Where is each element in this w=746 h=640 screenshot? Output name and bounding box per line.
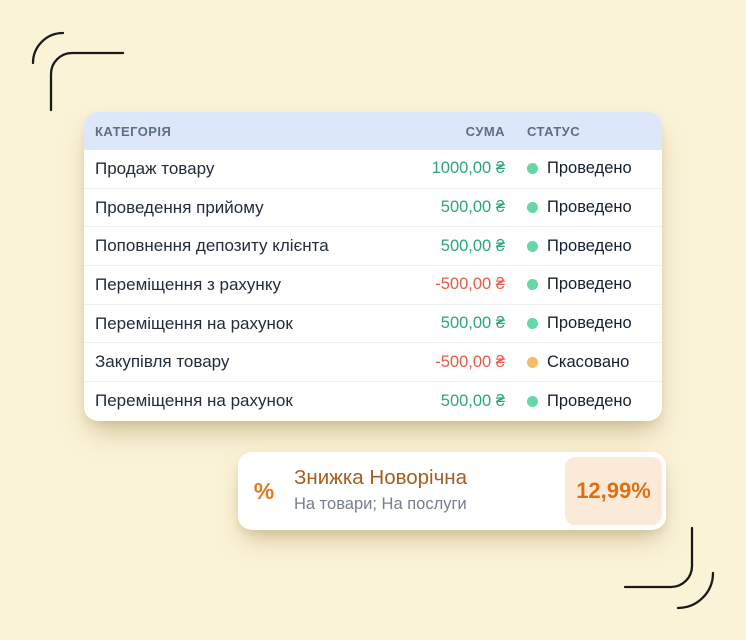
- table-row[interactable]: Переміщення з рахунку -500,00 ₴ Проведен…: [84, 266, 662, 305]
- amount-cell: -500,00 ₴: [435, 352, 505, 371]
- amount-cell: 500,00 ₴: [440, 236, 505, 255]
- discount-card[interactable]: % Знижка Новорічна На товари; На послуги…: [238, 452, 666, 530]
- category-cell: Поповнення депозиту клієнта: [95, 236, 329, 256]
- discount-title: Знижка Новорічна: [294, 466, 468, 489]
- status-dot-icon: [527, 163, 538, 175]
- table-header-row: КАТЕГОРІЯ СУМА СТАТУС: [84, 112, 662, 150]
- amount-cell: -500,00 ₴: [435, 275, 505, 294]
- status-badge: Проведено: [547, 198, 632, 217]
- status-badge: Проведено: [547, 159, 632, 178]
- category-cell: Закупівля товару: [95, 352, 230, 372]
- status-dot-icon: [527, 279, 538, 291]
- transactions-table: КАТЕГОРІЯ СУМА СТАТУС Продаж товару 1000…: [84, 112, 662, 421]
- category-cell: Переміщення на рахунок: [95, 313, 293, 333]
- status-badge: Проведено: [547, 236, 632, 255]
- status-badge: Проведено: [547, 391, 632, 410]
- status-badge: Проведено: [547, 275, 632, 294]
- arc-top-left-large: [49, 51, 125, 112]
- percent-icon: %: [253, 477, 275, 504]
- table-body: Продаж товару 1000,00 ₴ Проведено Провед…: [84, 150, 662, 421]
- status-badge: Проведено: [547, 314, 632, 333]
- discount-subtitle: На товари; На послуги: [294, 495, 467, 513]
- status-dot-icon: [527, 202, 538, 214]
- column-header-sum: СУМА: [465, 123, 505, 139]
- arc-bottom-right-small: [676, 571, 715, 610]
- table-row[interactable]: Проведення прийому 500,00 ₴ Проведено: [84, 189, 662, 228]
- category-cell: Проведення прийому: [95, 197, 264, 217]
- amount-cell: 1000,00 ₴: [431, 159, 505, 178]
- discount-value-panel: 12,99%: [565, 457, 662, 525]
- amount-cell: 500,00 ₴: [440, 314, 505, 333]
- status-badge: Скасовано: [547, 352, 630, 371]
- column-header-category: КАТЕГОРІЯ: [95, 123, 172, 139]
- table-row[interactable]: Закупівля товару -500,00 ₴ Скасовано: [84, 343, 662, 383]
- status-dot-icon: [527, 240, 538, 252]
- status-dot-icon: [527, 356, 538, 368]
- amount-cell: 500,00 ₴: [440, 198, 505, 217]
- status-dot-icon: [527, 395, 538, 407]
- table-row[interactable]: Продаж товару 1000,00 ₴ Проведено: [84, 150, 662, 189]
- column-header-status: СТАТУС: [527, 123, 581, 139]
- arc-bottom-right-large: [623, 526, 694, 589]
- category-cell: Переміщення з рахунку: [95, 274, 281, 294]
- table-row[interactable]: Поповнення депозиту клієнта 500,00 ₴ Про…: [84, 227, 662, 267]
- discount-value: 12,99%: [576, 478, 651, 503]
- table-row[interactable]: Переміщення на рахунок 500,00 ₴ Проведен…: [84, 382, 662, 421]
- arc-top-left-small: [31, 31, 65, 65]
- category-cell: Переміщення на рахунок: [95, 391, 293, 411]
- table-row[interactable]: Переміщення на рахунок 500,00 ₴ Проведен…: [84, 305, 662, 344]
- status-dot-icon: [527, 318, 538, 330]
- amount-cell: 500,00 ₴: [440, 391, 505, 410]
- category-cell: Продаж товару: [95, 158, 215, 178]
